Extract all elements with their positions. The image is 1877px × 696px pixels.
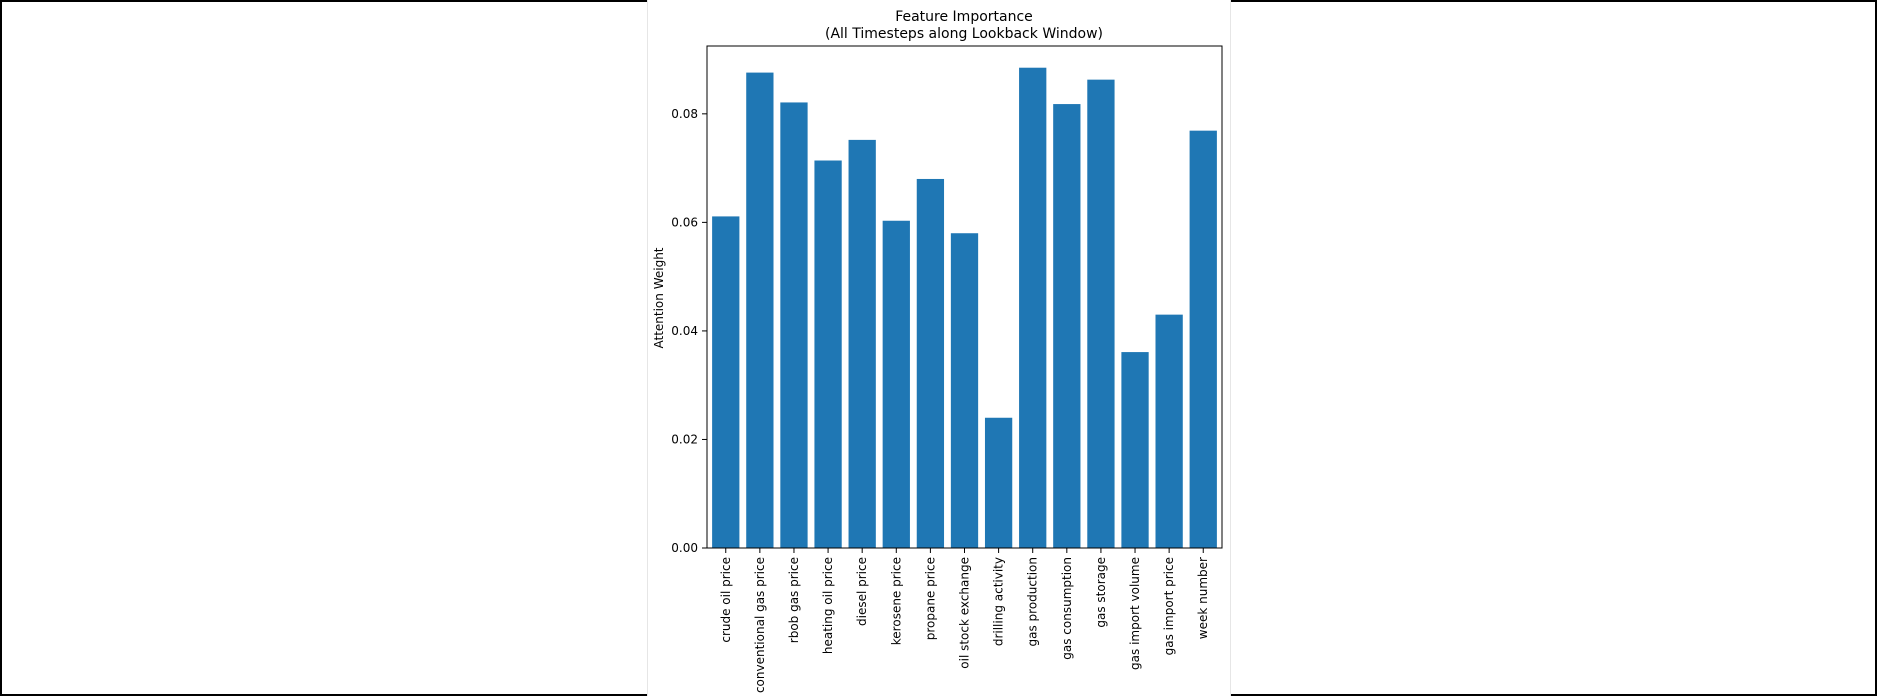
- plot-area-border: [706, 45, 1223, 549]
- bar: [780, 102, 808, 549]
- x-axis: crude oil price conventional gas price rbo…: [719, 548, 1210, 693]
- y-tick-label: 0.02: [671, 432, 698, 446]
- bar: [950, 233, 979, 549]
- bar: [882, 220, 910, 548]
- x-tick-label: diesel price: [855, 557, 869, 626]
- y-tick-label: 0.00: [671, 541, 698, 555]
- x-tick-label: conventional gas price: [753, 557, 767, 693]
- bar: [848, 139, 876, 548]
- bar: [1189, 130, 1217, 548]
- x-tick-label: gas production: [1026, 557, 1040, 646]
- bar: [1121, 352, 1149, 548]
- x-tick-label: gas import price: [1162, 557, 1176, 655]
- bars-group: [712, 67, 1217, 549]
- figure-edge-right: [1230, 0, 1231, 696]
- figure-edge-left: [647, 0, 648, 696]
- chart-title: Feature Importance: [895, 9, 1033, 25]
- bar: [746, 72, 774, 548]
- x-tick-label: gas import volume: [1128, 557, 1142, 670]
- y-tick-label: 0.08: [671, 107, 698, 121]
- bar: [1053, 104, 1081, 549]
- bar: [984, 417, 1013, 548]
- x-tick-label: propane price: [923, 557, 937, 640]
- y-axis-label: Attention Weight: [652, 247, 666, 348]
- bar: [916, 178, 945, 548]
- x-tick-label: crude oil price: [719, 557, 733, 643]
- x-tick-label: rbob gas price: [787, 557, 801, 643]
- x-tick-label: heating oil price: [821, 557, 835, 654]
- bar: [1019, 67, 1047, 549]
- bar: [712, 216, 740, 549]
- chart-subtitle: (All Timesteps along Lookback Window): [825, 26, 1103, 42]
- x-tick-label: kerosene price: [889, 557, 903, 645]
- bar: [814, 160, 842, 549]
- y-tick-label: 0.04: [671, 324, 698, 338]
- y-tick-label: 0.06: [671, 215, 698, 229]
- x-tick-label: gas consumption: [1060, 557, 1074, 660]
- bar: [1087, 79, 1115, 548]
- y-axis: 0.00 0.02 0.04 0.06 0.08: [671, 107, 707, 555]
- x-tick-label: oil stock exchange: [958, 557, 972, 669]
- x-tick-label: gas storage: [1094, 557, 1108, 628]
- bar: [1155, 314, 1183, 548]
- x-tick-label: week number: [1196, 557, 1210, 639]
- x-tick-label: drilling activity: [992, 557, 1006, 646]
